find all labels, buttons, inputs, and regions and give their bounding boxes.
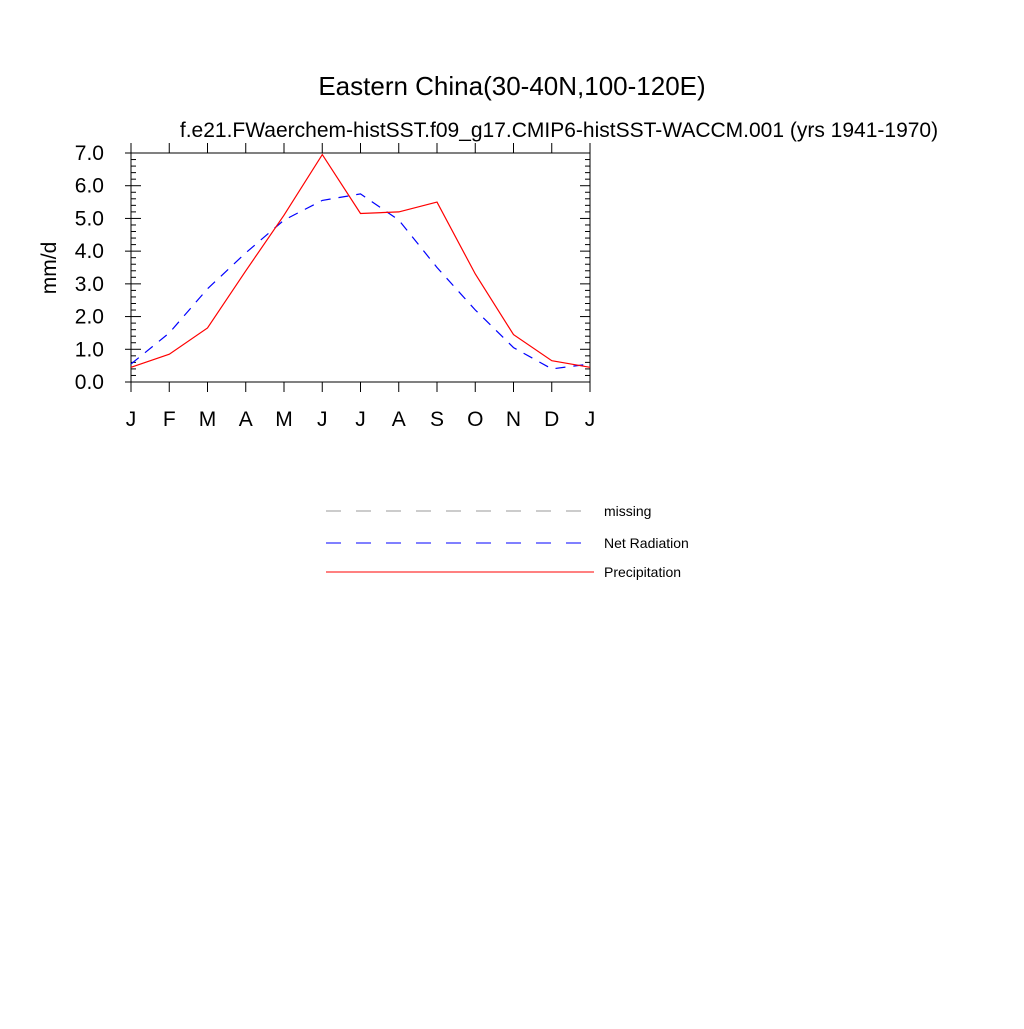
y-axis-label: mm/d	[38, 242, 61, 295]
y-tick-labels: 0.0 1.0 2.0 3.0 4.0 5.0 6.0 7.0	[75, 142, 104, 394]
x-tick-label: N	[506, 408, 521, 431]
x-tick-label: A	[239, 408, 253, 431]
chart-title: Eastern China(30-40N,100-120E)	[318, 71, 705, 101]
x-tick-label: S	[430, 408, 444, 431]
x-tick-label: M	[275, 408, 293, 431]
y-tick-label: 5.0	[75, 207, 104, 230]
legend-label-net-radiation: Net Radiation	[604, 535, 689, 551]
x-tick-label: F	[163, 408, 176, 431]
plot-area	[130, 152, 591, 383]
y-tick-label: 3.0	[75, 273, 104, 296]
chart-subtitle: f.e21.FWaerchem-histSST.f09_g17.CMIP6-hi…	[180, 119, 938, 142]
x-tick-label: J	[126, 408, 137, 431]
x-tick-label: O	[467, 408, 483, 431]
legend-label-missing: missing	[604, 503, 651, 519]
legend: missing Net Radiation Precipitation	[326, 503, 689, 580]
series-line-precipitation	[130, 153, 591, 368]
x-tick-label: D	[544, 408, 559, 431]
y-tick-label: 6.0	[75, 175, 104, 198]
x-tick-label: A	[392, 408, 406, 431]
series-lines	[130, 153, 591, 370]
axis-ticks	[125, 143, 591, 392]
y-tick-label: 0.0	[75, 371, 104, 394]
x-tick-label: M	[199, 408, 217, 431]
x-tick-label: J	[585, 408, 596, 431]
x-tick-label: J	[317, 408, 328, 431]
y-tick-label: 2.0	[75, 306, 104, 329]
y-tick-label: 1.0	[75, 338, 104, 361]
series-line-net-radiation	[130, 193, 591, 370]
y-tick-label: 7.0	[75, 142, 104, 165]
x-tick-label: J	[355, 408, 366, 431]
legend-label-precipitation: Precipitation	[604, 564, 681, 580]
y-tick-label: 4.0	[75, 240, 104, 263]
